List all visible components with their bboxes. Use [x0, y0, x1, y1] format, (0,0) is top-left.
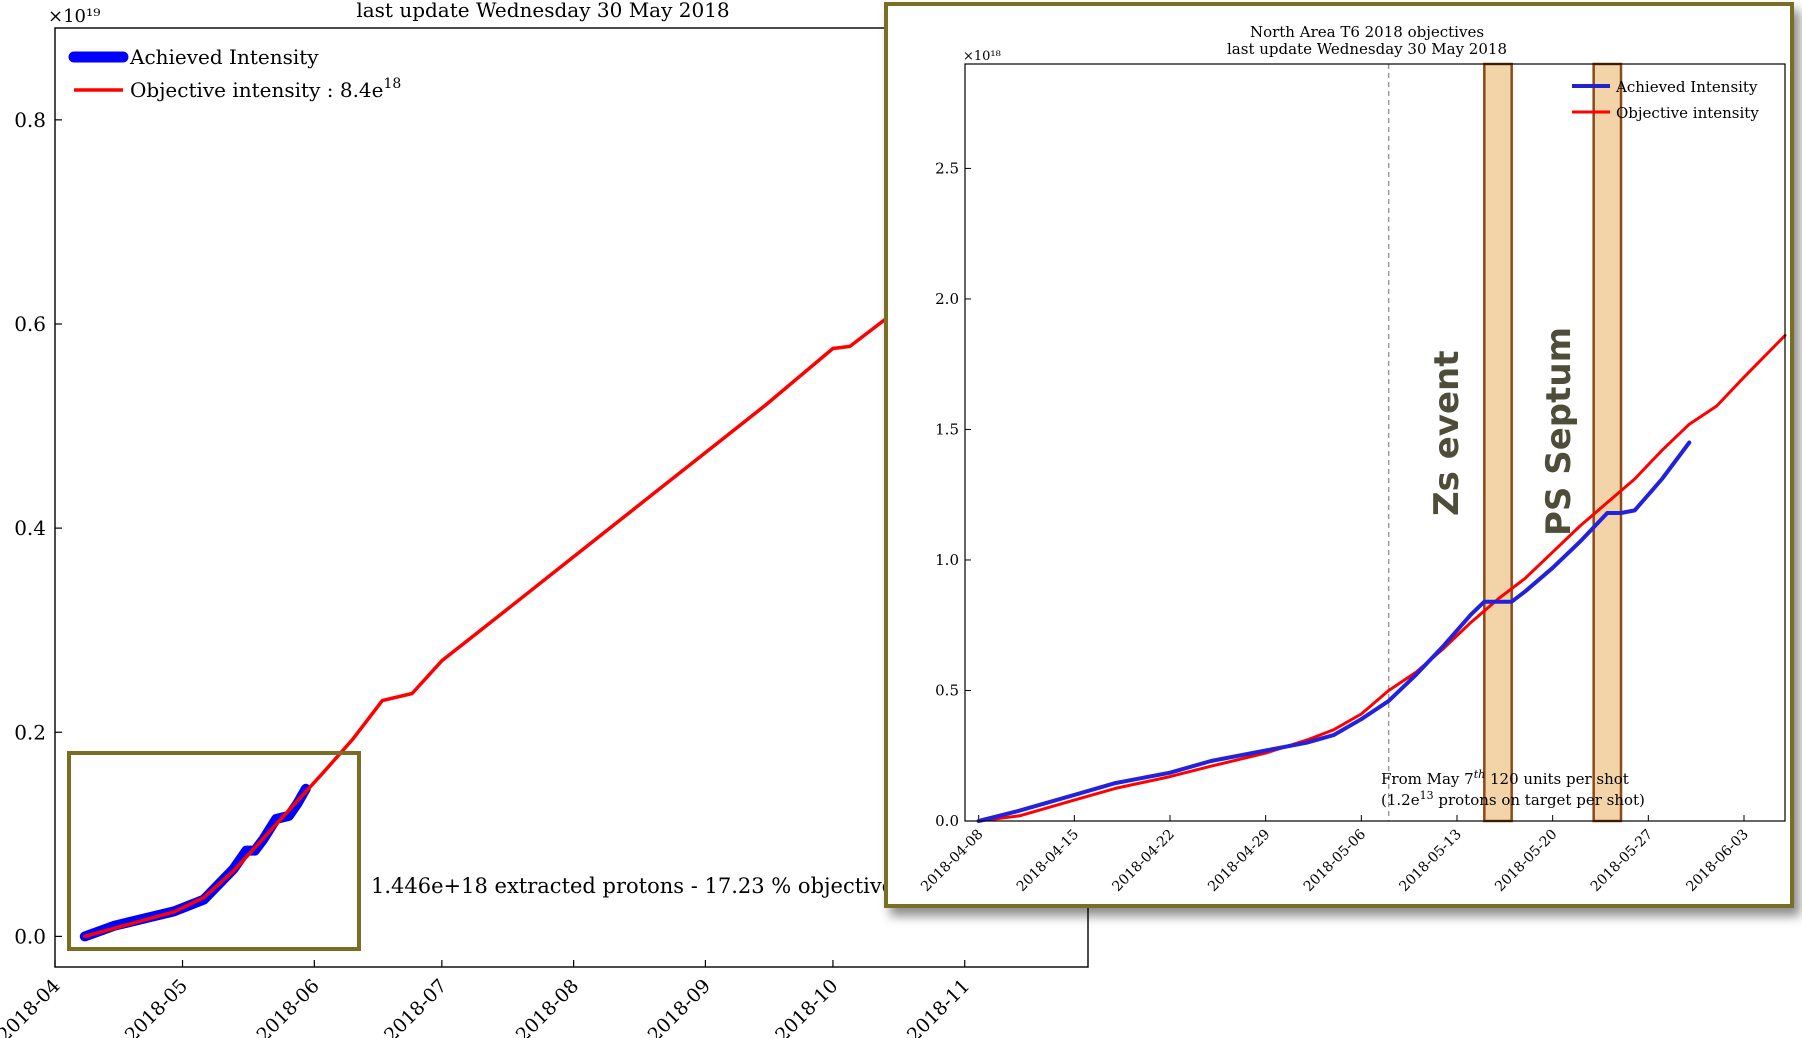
zoom-highlight-box	[67, 751, 361, 951]
ps-septum-label: PS Septum	[1539, 327, 1579, 536]
inset-y-tick-label: 0.5	[935, 681, 959, 699]
ps-septum-region	[1592, 62, 1623, 823]
inset-x-tick-label: 2018-05-13	[1396, 827, 1464, 895]
inset-legend-objective-label: Objective intensity	[1616, 104, 1759, 122]
inset-series-lines	[976, 334, 1787, 823]
main-series-lines	[79, 296, 916, 942]
inset-y-ticks: 0.0 0.5 1.0 1.5 2.0 2.5	[935, 159, 971, 830]
inset-y-tick-label: 2.0	[935, 290, 959, 308]
main-y-tick-label: 0.8	[14, 108, 46, 132]
main-series-achieved-line	[79, 783, 311, 942]
inset-y-tick-label: 2.5	[935, 159, 959, 177]
inset-legend-achieved-label: Achieved Intensity	[1615, 78, 1758, 96]
main-series-objective-line	[83, 296, 916, 939]
main-y-scale-label: ×10¹⁹	[48, 6, 100, 27]
inset-x-tick-label: 2018-05-06	[1301, 826, 1369, 894]
inset-x-tick-label: 2018-04-15	[1014, 827, 1082, 895]
main-x-tick-label: 2018-07	[380, 975, 451, 1038]
inset-x-tick-label: 2018-05-27	[1588, 827, 1656, 895]
inset-x-tick-label: 2018-04-08	[918, 827, 986, 895]
main-y-tick-label: 0.2	[14, 720, 46, 744]
inset-y-scale-label: ×10¹⁸	[963, 49, 1001, 64]
main-annotation: 1.446e+18 extracted protons - 17.23 % ob…	[371, 874, 925, 898]
inset-annotation-line2-text: (1.2e	[1381, 791, 1420, 809]
inset-legend: Achieved Intensity Objective intensity	[1572, 78, 1759, 122]
inset-x-tick-label: 2018-04-22	[1109, 827, 1177, 895]
inset-plot-frame	[964, 63, 1786, 822]
inset-y-tick-label: 1.0	[935, 551, 959, 569]
inset-annotation-line2: (1.2e13 protons on target per shot)	[1381, 789, 1645, 809]
main-y-tick-label: 0.6	[14, 312, 46, 336]
inset-chart-title: North Area T6 2018 objectives	[1250, 23, 1484, 41]
main-legend: Achieved Intensity Objective intensity :…	[68, 45, 401, 102]
inset-annotation-line2-rest: protons on target per shot)	[1434, 791, 1645, 809]
main-x-tick-label: 2018-04	[0, 975, 65, 1038]
zs-event-label: Zs event	[1427, 351, 1467, 516]
main-chart-title: last update Wednesday 30 May 2018	[356, 0, 729, 22]
inset-y-tick-label: 1.5	[935, 420, 959, 438]
main-x-tick-label: 2018-09	[644, 975, 715, 1038]
main-legend-objective-sup: 18	[384, 76, 402, 92]
main-x-tick-label: 2018-11	[903, 975, 974, 1038]
main-x-tick-label: 2018-06	[252, 975, 323, 1038]
main-y-tick-label: 0.4	[14, 516, 46, 540]
zs-event-region	[1483, 62, 1513, 823]
main-legend-objective-text: Objective intensity : 8.4e	[130, 78, 384, 102]
inset-series-achieved-line	[976, 440, 1692, 823]
inset-chart-frame: North Area T6 2018 objectives last updat…	[884, 2, 1794, 908]
main-x-tick-label: 2018-10	[771, 975, 842, 1038]
inset-y-tick-label: 0.0	[935, 812, 959, 830]
main-x-tick-label: 2018-08	[512, 975, 583, 1038]
main-y-ticks: 0.0 0.2 0.4 0.6 0.8	[14, 108, 62, 948]
main-legend-achieved-label: Achieved Intensity	[129, 45, 319, 69]
inset-x-tick-label: 2018-05-20	[1492, 827, 1560, 895]
inset-annotation-line1-sup: th	[1474, 768, 1486, 781]
inset-x-ticks: 2018-04-08 2018-04-15 2018-04-22 2018-04-29…	[918, 815, 1752, 895]
inset-x-tick-label: 2018-06-03	[1683, 827, 1751, 895]
main-x-ticks: 2018-04 2018-05 2018-06 2018-07 2018-08 2018-…	[0, 960, 974, 1038]
main-y-tick-label: 0.0	[14, 924, 46, 948]
inset-annotation-line1: From May 7th 120 units per shot	[1381, 768, 1629, 788]
main-legend-objective-label: Objective intensity : 8.4e18	[130, 76, 401, 102]
inset-annotation-line2-sup: 13	[1420, 789, 1434, 802]
inset-chart-subtitle: last update Wednesday 30 May 2018	[1227, 40, 1507, 58]
inset-x-tick-label: 2018-04-29	[1205, 827, 1273, 895]
inset-annotation-line1-text: From May 7	[1381, 770, 1474, 788]
inset-chart: North Area T6 2018 objectives last updat…	[918, 23, 1787, 895]
main-x-tick-label: 2018-05	[121, 975, 192, 1038]
inset-series-objective-line	[977, 334, 1787, 823]
inset-annotation-line1-rest: 120 units per shot	[1485, 770, 1629, 788]
